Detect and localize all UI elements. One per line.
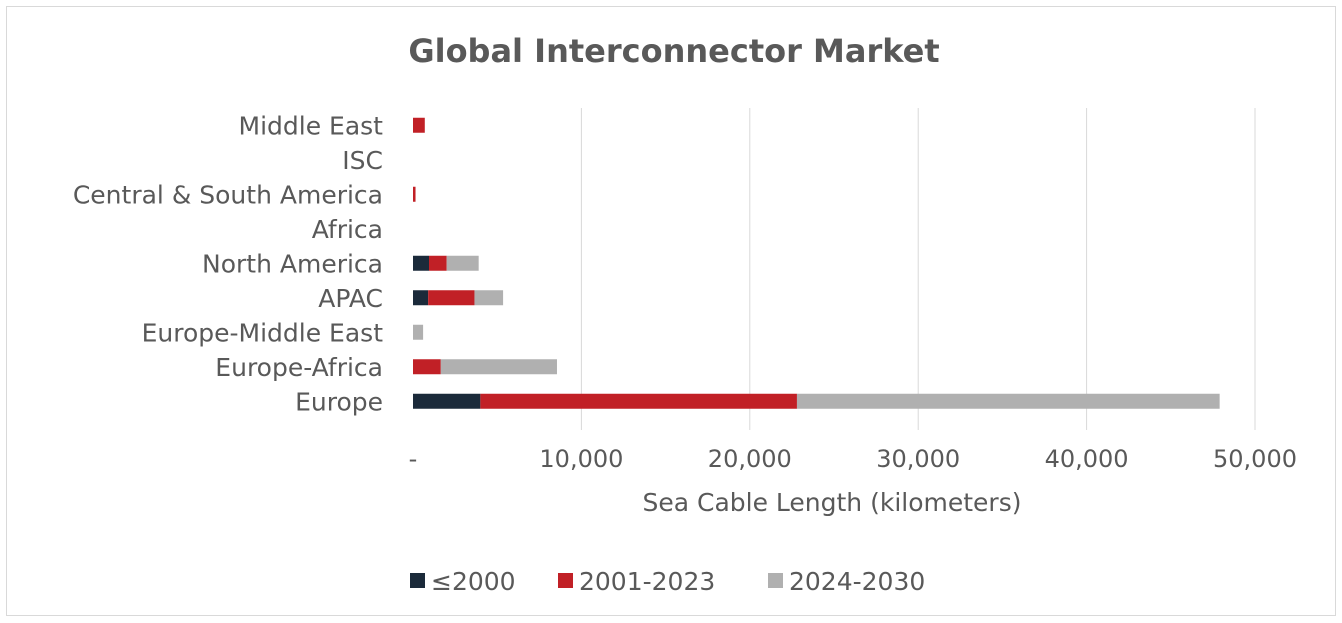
- category-label: Europe-Middle East: [142, 318, 384, 347]
- gridlines: [580, 108, 1256, 430]
- x-tick-label: -: [409, 445, 418, 473]
- category-label: Europe-Africa: [215, 353, 383, 382]
- bar-segment: [413, 255, 429, 271]
- category-labels: Middle East ISC Central & South America Afr…: [73, 111, 383, 416]
- chart-title: Global Interconnector Market: [408, 32, 939, 70]
- bar-segment: [428, 255, 447, 271]
- legend-label: 2001-2023: [579, 567, 715, 596]
- x-tick-label: 40,000: [1045, 445, 1129, 473]
- chart-frame: [6, 6, 1336, 616]
- bar-segment: [413, 324, 424, 340]
- x-tick-label: 20,000: [708, 445, 792, 473]
- legend-label: 2024-2030: [789, 567, 925, 596]
- category-label: Central & South America: [73, 180, 383, 209]
- bar-segment: [446, 255, 479, 271]
- bar-segment: [428, 290, 475, 306]
- x-axis-title: Sea Cable Length (kilometers): [642, 488, 1021, 517]
- x-tick-label: 50,000: [1213, 445, 1297, 473]
- bar-segment: [440, 359, 557, 375]
- legend-swatch: [558, 573, 573, 588]
- category-label: APAC: [318, 284, 383, 313]
- legend-label: ≤2000: [431, 567, 516, 596]
- bar-segment: [796, 393, 1220, 409]
- category-label: Africa: [312, 215, 383, 244]
- x-tick-label: 30,000: [876, 445, 960, 473]
- bar-segment: [413, 117, 425, 133]
- x-tick-labels: - 10,000 20,000 30,000 40,000 50,000: [409, 445, 1297, 473]
- bar-segment: [413, 393, 481, 409]
- bar-segment: [413, 186, 416, 202]
- legend: ≤2000 2001-2023 2024-2030: [410, 567, 925, 596]
- bar-segment: [413, 290, 429, 306]
- category-label: Europe: [295, 387, 383, 416]
- category-label: ISC: [342, 146, 383, 175]
- bars: [413, 117, 1220, 409]
- bar-segment: [474, 290, 504, 306]
- bar-segment: [480, 393, 797, 409]
- x-tick-label: 10,000: [539, 445, 623, 473]
- category-label: North America: [202, 249, 383, 278]
- bar-segment: [413, 359, 441, 375]
- legend-swatch: [410, 573, 425, 588]
- legend-swatch: [768, 573, 783, 588]
- category-label: Middle East: [239, 111, 384, 140]
